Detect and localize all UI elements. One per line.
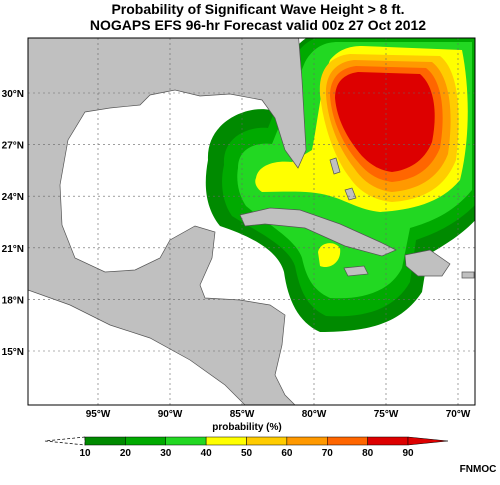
contour [335,72,435,172]
title-line: Probability of Significant Wave Height >… [111,1,404,17]
cuba [239,207,397,257]
hispaniola [404,249,451,277]
graticule [28,38,475,405]
lon-label: 75°W [374,409,399,420]
lon-label: 90°W [158,409,183,420]
colorbar-tick-label: 40 [201,448,213,459]
colorbar-segment [367,436,409,446]
lat-label: 24°N [2,192,24,203]
colorbar-tick-label: 20 [120,448,132,459]
credit: FNMOC [460,464,497,475]
colorbar-segment [84,436,126,446]
land [28,38,475,405]
colorbar-segment [246,436,288,446]
lon-label: 70°W [446,409,471,420]
colorbar-tick-label: 90 [402,448,414,459]
lat-label: 15°N [2,347,24,358]
jamaica [343,265,369,277]
colorbar-tick-label: 50 [241,448,253,459]
colorbar-segment [205,436,247,446]
lat-label: 21°N [2,244,24,255]
colorbar-tick-label: 30 [160,448,172,459]
north-central-america [28,38,307,405]
colorbar-segment [165,436,207,446]
lat-label: 27°N [2,141,24,152]
lon-label: 85°W [230,409,255,420]
lon-label: 80°W [302,409,327,420]
lat-label: 30°N [2,89,24,100]
colorbar-segment [327,436,368,446]
colorbar-tick-label: 70 [322,448,334,459]
bahamas [329,157,357,201]
colorbar-label: probability (%) [212,422,281,433]
colorbar-over [407,436,449,446]
title-line: NOGAPS EFS 96-hr Forecast valid 00z 27 O… [90,17,426,33]
colorbar-segment [286,436,328,446]
map-frame [27,37,476,406]
lon-label: 95°W [86,409,111,420]
lat-label: 18°N [2,295,24,306]
colorbar-tick-label: 60 [281,448,293,459]
colorbar-segment [125,436,166,446]
probability-field [205,38,475,332]
colorbar-under [44,436,86,446]
puerto-rico [461,271,475,279]
colorbar-tick-label: 10 [79,448,91,459]
colorbar-tick-label: 80 [362,448,374,459]
